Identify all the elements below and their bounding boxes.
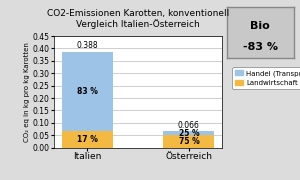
Bar [61, 131, 112, 148]
Legend: Handel (Transport), Landwirtschaft: Handel (Transport), Landwirtschaft [232, 67, 300, 89]
Text: CO2-Emissionen Karotten, konventionell
Vergleich Italien-Österreich: CO2-Emissionen Karotten, konventionell V… [47, 9, 229, 30]
Bar [164, 135, 214, 148]
Text: 17 %: 17 % [77, 135, 98, 144]
Text: 75 %: 75 % [178, 137, 199, 146]
Text: 83 %: 83 % [77, 87, 98, 96]
Bar [61, 52, 112, 131]
Bar [164, 131, 214, 135]
Text: -83 %: -83 % [243, 42, 278, 51]
Text: 0.066: 0.066 [178, 121, 200, 130]
Text: Bio: Bio [250, 21, 270, 31]
Y-axis label: CO₂ eq in kg pro kg Karotten: CO₂ eq in kg pro kg Karotten [24, 42, 30, 142]
Text: 25 %: 25 % [178, 129, 199, 138]
Text: 0.388: 0.388 [76, 41, 98, 50]
